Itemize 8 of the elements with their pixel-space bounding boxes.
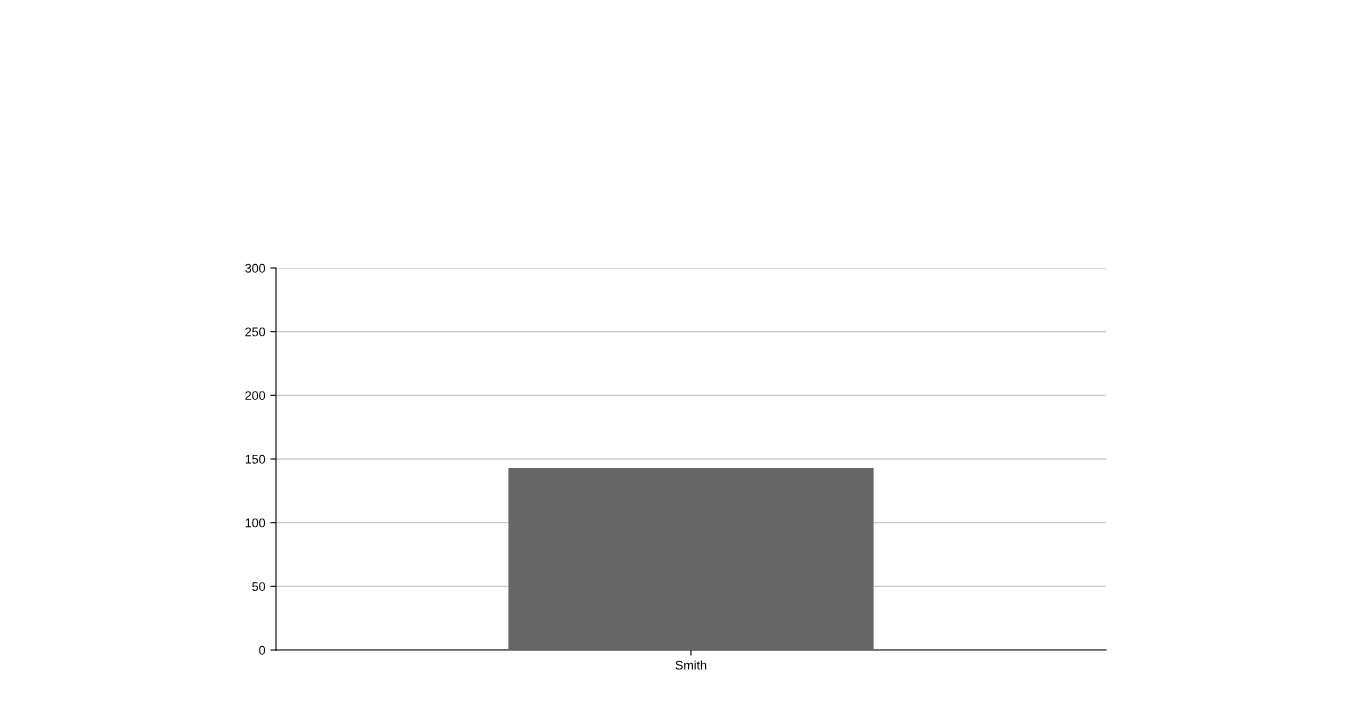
y-tick-label: 150 [245,454,266,464]
y-tick-label: 250 [245,327,266,337]
y-tick-label: 300 [245,263,266,273]
y-tick-label: 100 [245,518,266,528]
y-tick-label: 50 [252,582,266,591]
x-tick-label: Smith [675,660,707,670]
y-tick-label: 200 [245,391,266,400]
y-tick-label: 0 [259,645,266,655]
